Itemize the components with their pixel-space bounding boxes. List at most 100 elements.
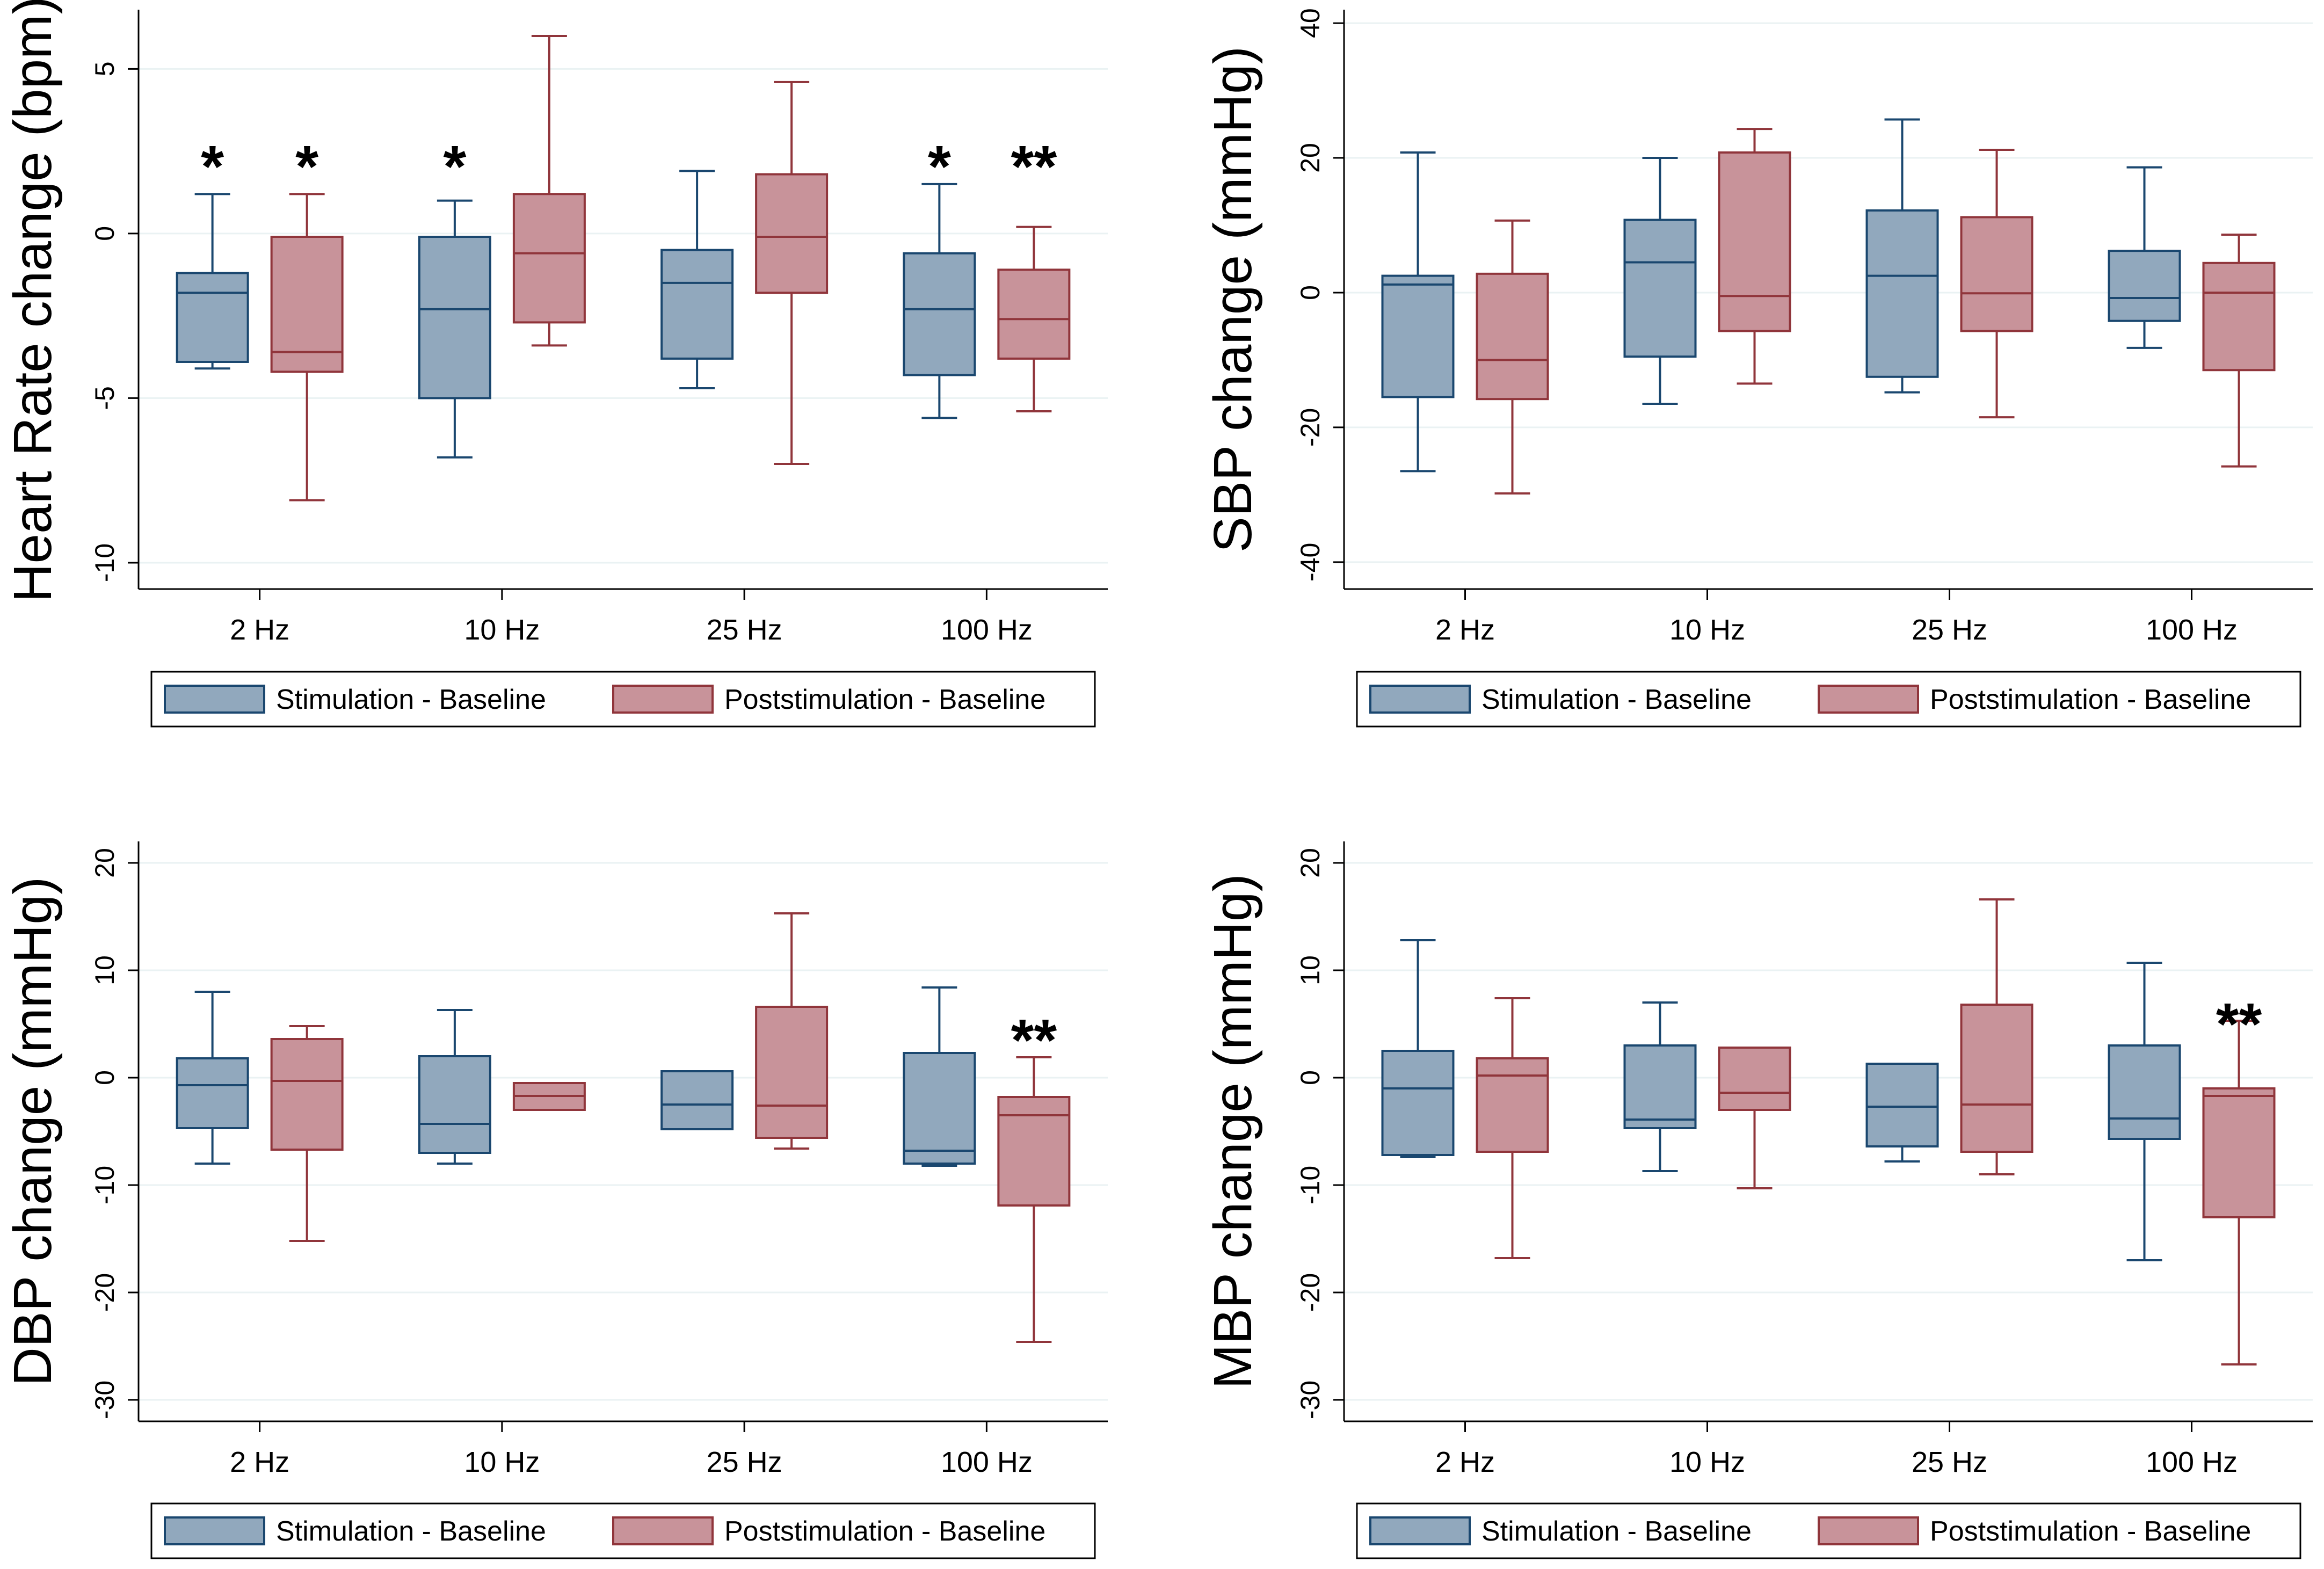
box-stimulation-1 — [176, 991, 249, 1165]
legend-key-stimulation — [164, 685, 265, 714]
x-tick-label: 100 Hz — [2146, 1446, 2238, 1478]
box-stimulation-3 — [660, 1070, 734, 1130]
y-tick-label: 5 — [90, 61, 120, 76]
iqr-box — [755, 1006, 829, 1139]
y-tick-label: -20 — [90, 1273, 120, 1312]
box-stimulation-2 — [418, 199, 491, 459]
legend-key-poststimulation — [1818, 1516, 1919, 1545]
significance-marker: * — [443, 134, 466, 200]
x-tick-label: 10 Hz — [1669, 614, 1745, 646]
iqr-box — [418, 1055, 491, 1154]
iqr-box — [1381, 1050, 1455, 1156]
legend-frame — [150, 1502, 1096, 1559]
box-stimulation-1 — [1381, 939, 1455, 1158]
x-tick-label: 10 Hz — [464, 1446, 540, 1478]
y-axis-title: Heart Rate change (bpm) — [3, 0, 63, 602]
legend-key-poststimulation — [612, 1516, 714, 1545]
y-tick-label: 20 — [1295, 848, 1325, 878]
box-poststimulation-2 — [1718, 128, 1791, 385]
box-poststimulation-4 — [2202, 234, 2276, 468]
iqr-box — [755, 173, 829, 294]
iqr-box — [1623, 219, 1697, 358]
box-poststimulation-4 — [997, 226, 1071, 412]
box-poststimulation-1 — [1476, 997, 1549, 1259]
legend: Stimulation - Baseline Poststimulation - … — [1356, 1502, 2301, 1559]
y-tick-label: -40 — [1295, 543, 1325, 582]
x-tick-label: 2 Hz — [230, 1446, 289, 1478]
box-stimulation-4 — [2108, 166, 2181, 349]
box-stimulation-1 — [1381, 151, 1455, 473]
y-tick-label: 0 — [90, 226, 120, 241]
legend-key-stimulation — [1369, 685, 1471, 714]
iqr-box — [270, 236, 344, 373]
box-poststimulation-1 — [270, 1025, 344, 1242]
x-tick-label: 100 Hz — [2146, 614, 2238, 646]
iqr-box — [903, 1052, 976, 1165]
legend-label-poststimulation: Poststimulation - Baseline — [724, 1516, 1045, 1547]
iqr-box — [1718, 1047, 1791, 1111]
x-tick-label: 2 Hz — [230, 614, 289, 646]
box-poststimulation-1 — [1476, 219, 1549, 495]
iqr-box — [2202, 1087, 2276, 1218]
y-axis-title: MBP change (mmHg) — [1203, 874, 1263, 1389]
iqr-box — [1960, 1004, 2034, 1153]
iqr-box — [1865, 209, 1939, 378]
y-tick-label: 0 — [1295, 285, 1325, 300]
box-poststimulation-3 — [755, 912, 829, 1150]
legend-key-stimulation — [1369, 1516, 1471, 1545]
y-tick-label: 20 — [90, 848, 120, 878]
legend-label-stimulation: Stimulation - Baseline — [1481, 684, 1752, 715]
y-tick-label: 0 — [1295, 1070, 1325, 1085]
significance-marker: ** — [1011, 1007, 1057, 1073]
iqr-box — [997, 1096, 1071, 1207]
iqr-box — [270, 1038, 344, 1151]
x-tick-label: 25 Hz — [1912, 614, 1987, 646]
significance-marker: ** — [2216, 991, 2262, 1057]
y-tick-label: -5 — [90, 386, 120, 410]
x-tick-label: 100 Hz — [941, 614, 1033, 646]
y-tick-label: -30 — [1295, 1381, 1325, 1419]
box-stimulation-1 — [176, 193, 249, 370]
x-tick-label: 25 Hz — [1912, 1446, 1987, 1478]
legend-label-stimulation: Stimulation - Baseline — [276, 684, 546, 715]
box-stimulation-3 — [1865, 1063, 1939, 1163]
iqr-box — [176, 1057, 249, 1129]
x-tick-label: 2 Hz — [1435, 614, 1495, 646]
iqr-box — [418, 236, 491, 399]
iqr-box — [1476, 272, 1549, 401]
x-tick-label: 10 Hz — [1669, 1446, 1745, 1478]
y-tick-label: 20 — [1295, 143, 1325, 173]
significance-marker: ** — [1011, 134, 1057, 200]
chart-panel-4: -30 -20 -10 0 10 20 MBP change (mmHg) 2 Hz 10 Hz… — [1203, 841, 2313, 1559]
iqr-box — [660, 249, 734, 360]
legend-key-stimulation — [164, 1516, 265, 1545]
significance-marker: * — [201, 134, 224, 200]
legend: Stimulation - Baseline Poststimulation - … — [150, 671, 1096, 728]
iqr-box — [2108, 1044, 2181, 1140]
x-tick-label: 25 Hz — [707, 614, 782, 646]
iqr-box — [1623, 1044, 1697, 1129]
y-tick-label: -10 — [90, 543, 120, 582]
y-tick-label: -10 — [1295, 1166, 1325, 1204]
y-axis-title: DBP change (mmHg) — [3, 877, 63, 1386]
iqr-box — [2108, 250, 2181, 322]
iqr-box — [1718, 151, 1791, 332]
box-stimulation-4 — [903, 986, 976, 1167]
iqr-box — [1476, 1057, 1549, 1153]
iqr-box — [2202, 262, 2276, 372]
legend-label-stimulation: Stimulation - Baseline — [276, 1516, 546, 1547]
box-poststimulation-4 — [2202, 1020, 2276, 1365]
iqr-box — [997, 268, 1071, 360]
legend-label-stimulation: Stimulation - Baseline — [1481, 1516, 1752, 1547]
y-tick-label: 0 — [90, 1070, 120, 1085]
y-tick-label: -30 — [90, 1381, 120, 1419]
x-tick-label: 10 Hz — [464, 614, 540, 646]
chart-panel-1: -10 -5 0 5 Heart Rate change (bpm) 2 Hz 10 Hz 2… — [3, 0, 1108, 728]
box-stimulation-4 — [2108, 962, 2181, 1261]
chart-panel-2: -40 -20 0 20 40 SBP change (mmHg) 2 Hz 10 Hz 25 … — [1203, 8, 2313, 728]
y-tick-label: 10 — [90, 955, 120, 985]
box-stimulation-3 — [660, 170, 734, 390]
box-stimulation-4 — [903, 183, 976, 419]
